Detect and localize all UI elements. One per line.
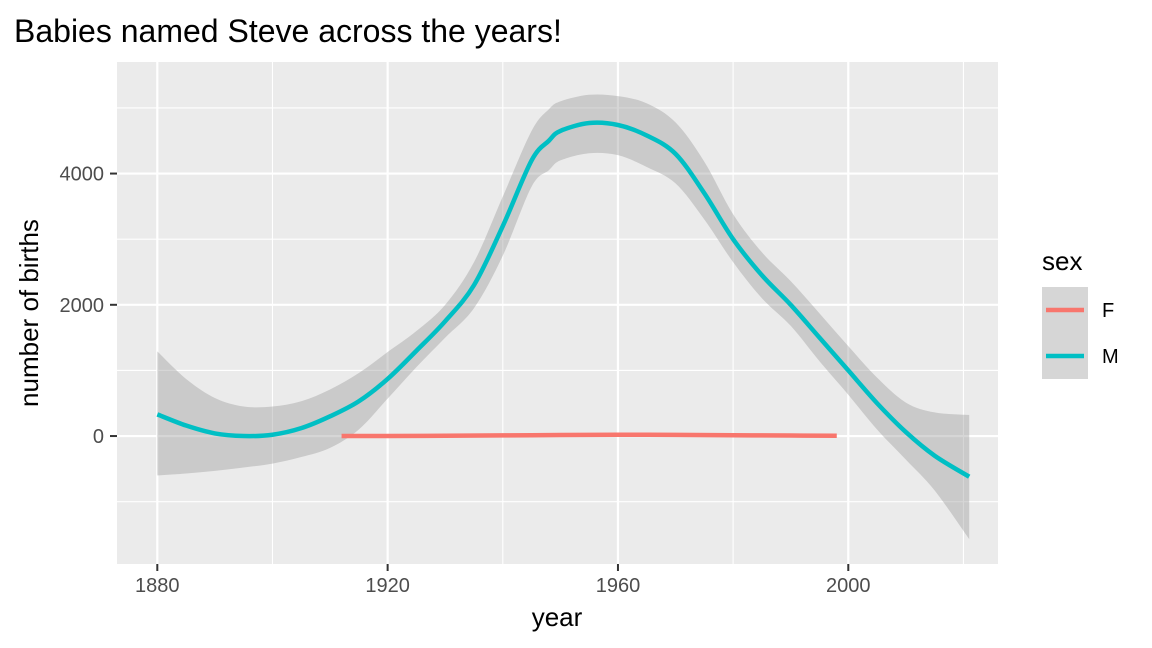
major-gridlines — [117, 62, 998, 564]
y-axis-title: number of births — [14, 219, 44, 407]
legend-label-f: F — [1102, 300, 1114, 322]
y-axis: 0 2000 4000 — [60, 164, 117, 448]
x-tick-label: 1880 — [135, 575, 180, 597]
x-axis: 1880 1920 1960 2000 — [135, 564, 871, 597]
y-tick-label: 2000 — [60, 295, 105, 317]
series-line-f — [341, 432, 837, 439]
y-tick-label: 4000 — [60, 164, 105, 186]
chart-title: Babies named Steve across the years! — [14, 13, 562, 49]
confidence-ribbons — [157, 94, 970, 540]
legend: sex F M — [1042, 246, 1119, 379]
series-lines — [156, 120, 971, 479]
x-tick-label: 1960 — [596, 575, 641, 597]
x-tick-label: 1920 — [365, 575, 410, 597]
plot-panel — [117, 62, 998, 564]
x-tick-label: 2000 — [826, 575, 871, 597]
series-line-m — [156, 120, 971, 479]
x-axis-title: year — [532, 602, 583, 632]
y-tick-label: 0 — [93, 426, 104, 448]
legend-title: sex — [1042, 246, 1082, 276]
legend-label-m: M — [1102, 346, 1119, 368]
ci-ribbon-m — [157, 94, 970, 540]
